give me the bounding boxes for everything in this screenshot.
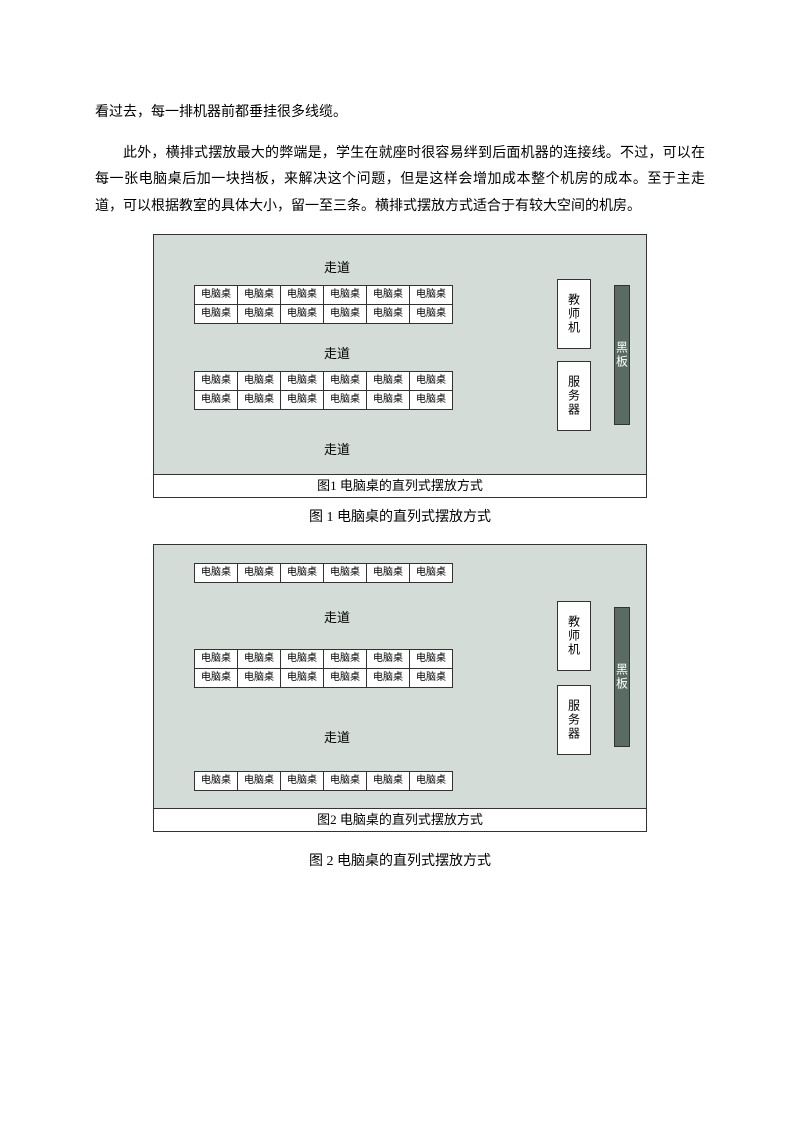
desk: 电脑桌 (323, 668, 367, 688)
desk: 电脑桌 (237, 649, 281, 669)
desk: 电脑桌 (323, 285, 367, 305)
diagram-2-wrap: 电脑桌 电脑桌 电脑桌 电脑桌 电脑桌 电脑桌 走道 电脑桌 电脑桌 电脑桌 电… (95, 544, 705, 870)
desk: 电脑桌 (409, 563, 453, 583)
diagram-2-inner-caption: 图2 电脑桌的直列式摆放方式 (154, 808, 646, 831)
desk: 电脑桌 (237, 563, 281, 583)
desk: 电脑桌 (366, 304, 410, 324)
diagram-2: 电脑桌 电脑桌 电脑桌 电脑桌 电脑桌 电脑桌 走道 电脑桌 电脑桌 电脑桌 电… (153, 544, 647, 832)
diagram-2-outer-caption: 图 2 电脑桌的直列式摆放方式 (95, 850, 705, 870)
aisle-label-lower: 走道 (324, 727, 350, 746)
desk: 电脑桌 (194, 649, 238, 669)
desk: 电脑桌 (280, 304, 324, 324)
aisle-label-top: 走道 (324, 257, 350, 276)
desk: 电脑桌 (323, 649, 367, 669)
desk: 电脑桌 (237, 668, 281, 688)
desk: 电脑桌 (409, 649, 453, 669)
desk: 电脑桌 (194, 771, 238, 791)
desk: 电脑桌 (237, 285, 281, 305)
aisle-label-bottom: 走道 (324, 439, 350, 458)
desk: 电脑桌 (323, 563, 367, 583)
desk: 电脑桌 (194, 390, 238, 410)
desk: 电脑桌 (280, 563, 324, 583)
diagram-1: 走道 电脑桌 电脑桌 电脑桌 电脑桌 电脑桌 电脑桌 电脑桌 电脑桌 电脑桌 电… (153, 234, 647, 498)
desk: 电脑桌 (366, 649, 410, 669)
blackboard-2: 黑板 (614, 607, 630, 747)
desk: 电脑桌 (323, 371, 367, 391)
desk: 电脑桌 (323, 771, 367, 791)
desk: 电脑桌 (280, 285, 324, 305)
desk: 电脑桌 (280, 771, 324, 791)
desk: 电脑桌 (323, 390, 367, 410)
desk: 电脑桌 (409, 371, 453, 391)
diagram-1-inner-caption: 图1 电脑桌的直列式摆放方式 (154, 474, 646, 497)
desk-cluster-top: 电脑桌 电脑桌 电脑桌 电脑桌 电脑桌 电脑桌 (194, 563, 453, 583)
desk: 电脑桌 (194, 371, 238, 391)
desk: 电脑桌 (280, 668, 324, 688)
desk-cluster-2: 电脑桌 电脑桌 电脑桌 电脑桌 电脑桌 电脑桌 电脑桌 电脑桌 电脑桌 电脑桌 … (194, 371, 453, 410)
desk: 电脑桌 (409, 668, 453, 688)
desk: 电脑桌 (194, 285, 238, 305)
desk: 电脑桌 (237, 371, 281, 391)
desk: 电脑桌 (323, 304, 367, 324)
diagram-1-outer-caption: 图 1 电脑桌的直列式摆放方式 (95, 506, 705, 526)
desk-cluster-1: 电脑桌 电脑桌 电脑桌 电脑桌 电脑桌 电脑桌 电脑桌 电脑桌 电脑桌 电脑桌 … (194, 285, 453, 324)
desk: 电脑桌 (366, 285, 410, 305)
desk: 电脑桌 (194, 668, 238, 688)
desk: 电脑桌 (409, 304, 453, 324)
desk-cluster-mid: 电脑桌 电脑桌 电脑桌 电脑桌 电脑桌 电脑桌 电脑桌 电脑桌 电脑桌 电脑桌 … (194, 649, 453, 688)
desk: 电脑桌 (409, 771, 453, 791)
desk: 电脑桌 (280, 649, 324, 669)
desk: 电脑桌 (194, 563, 238, 583)
desk: 电脑桌 (366, 563, 410, 583)
desk: 电脑桌 (409, 285, 453, 305)
desk: 电脑桌 (409, 390, 453, 410)
aisle-label-upper: 走道 (324, 607, 350, 626)
desk: 电脑桌 (366, 668, 410, 688)
desk: 电脑桌 (237, 771, 281, 791)
aisle-label-mid: 走道 (324, 343, 350, 362)
desk: 电脑桌 (366, 390, 410, 410)
paragraph-2: 此外，横排式摆放最大的弊端是，学生在就座时很容易绊到后面机器的连接线。不过，可以… (95, 141, 705, 221)
desk: 电脑桌 (366, 371, 410, 391)
teacher-box-2: 教师机 (557, 601, 591, 671)
diagram-1-wrap: 走道 电脑桌 电脑桌 电脑桌 电脑桌 电脑桌 电脑桌 电脑桌 电脑桌 电脑桌 电… (95, 234, 705, 526)
desk: 电脑桌 (366, 771, 410, 791)
server-box-2: 服务器 (557, 685, 591, 755)
blackboard: 黑板 (614, 285, 630, 425)
desk: 电脑桌 (280, 390, 324, 410)
paragraph-1: 看过去，每一排机器前都垂挂很多线缆。 (95, 100, 705, 127)
desk: 电脑桌 (280, 371, 324, 391)
desk: 电脑桌 (194, 304, 238, 324)
desk-cluster-bottom: 电脑桌 电脑桌 电脑桌 电脑桌 电脑桌 电脑桌 (194, 771, 453, 791)
teacher-box: 教师机 (557, 279, 591, 349)
desk: 电脑桌 (237, 304, 281, 324)
server-box: 服务器 (557, 361, 591, 431)
desk: 电脑桌 (237, 390, 281, 410)
